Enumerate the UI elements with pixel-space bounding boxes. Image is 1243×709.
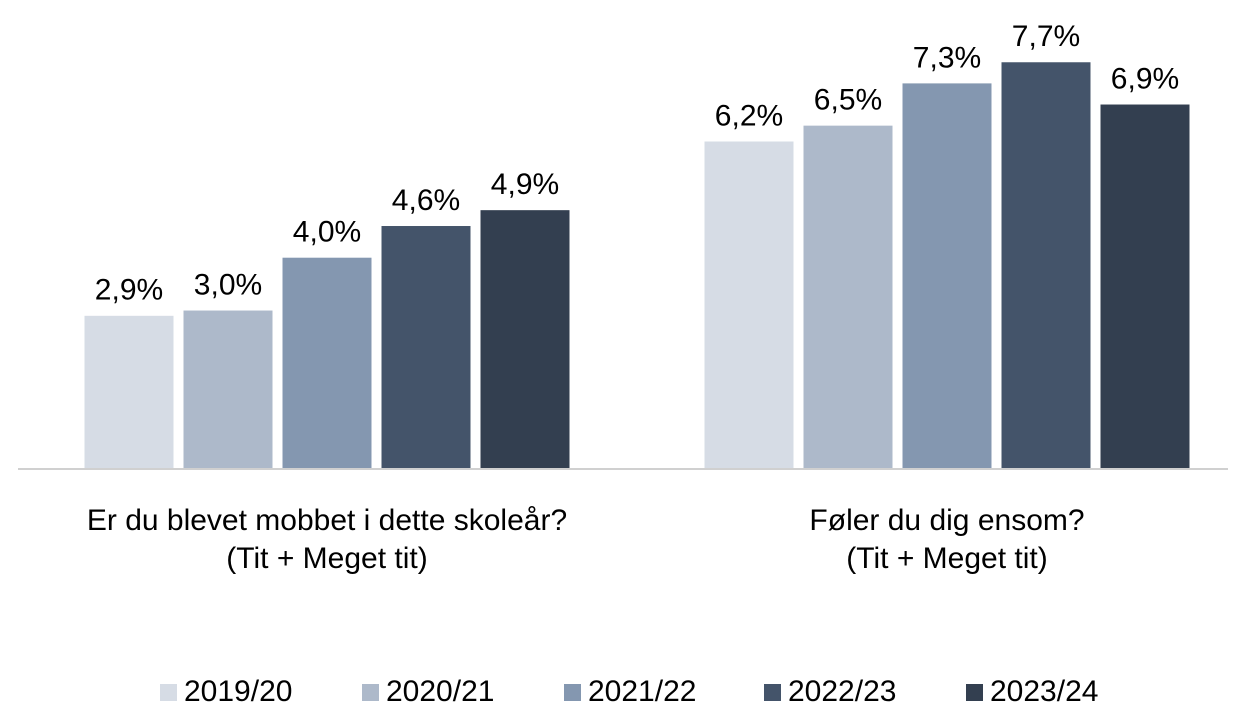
value-label: 4,6% [392, 184, 460, 217]
bar [704, 141, 794, 469]
legend-swatch [160, 684, 177, 701]
value-label: 4,9% [491, 168, 559, 201]
legend-label: 2020/21 [386, 675, 494, 708]
value-label: 3,0% [194, 268, 262, 301]
legend-label: 2019/20 [184, 675, 292, 708]
bar [480, 210, 570, 469]
legend-swatch [966, 684, 983, 701]
bar [902, 83, 992, 469]
legend-label: 2023/24 [990, 675, 1098, 708]
legend-swatch [764, 684, 781, 701]
bar [84, 315, 174, 469]
bar [803, 125, 893, 469]
bar [381, 226, 471, 469]
x-tick-label: Er du blevet mobbet i dette skoleår? [87, 504, 567, 537]
value-label: 6,5% [814, 84, 882, 117]
value-label: 2,9% [95, 274, 163, 307]
bar [1100, 104, 1190, 470]
value-label: 7,7% [1012, 20, 1080, 53]
value-label: 7,3% [913, 41, 981, 74]
legend-swatch [564, 684, 581, 701]
value-label: 6,9% [1111, 62, 1179, 95]
legend-swatch [362, 684, 379, 701]
value-label: 4,0% [293, 216, 361, 249]
bar [183, 310, 273, 469]
bar [1001, 62, 1091, 470]
x-tick-label: (Tit + Meget tit) [226, 542, 427, 575]
value-label: 6,2% [715, 99, 783, 132]
bar [282, 257, 372, 469]
legend-label: 2021/22 [588, 675, 696, 708]
x-tick-label: (Tit + Meget tit) [846, 542, 1047, 575]
legend-label: 2022/23 [788, 675, 896, 708]
x-tick-label: Føler du dig ensom? [809, 504, 1084, 537]
